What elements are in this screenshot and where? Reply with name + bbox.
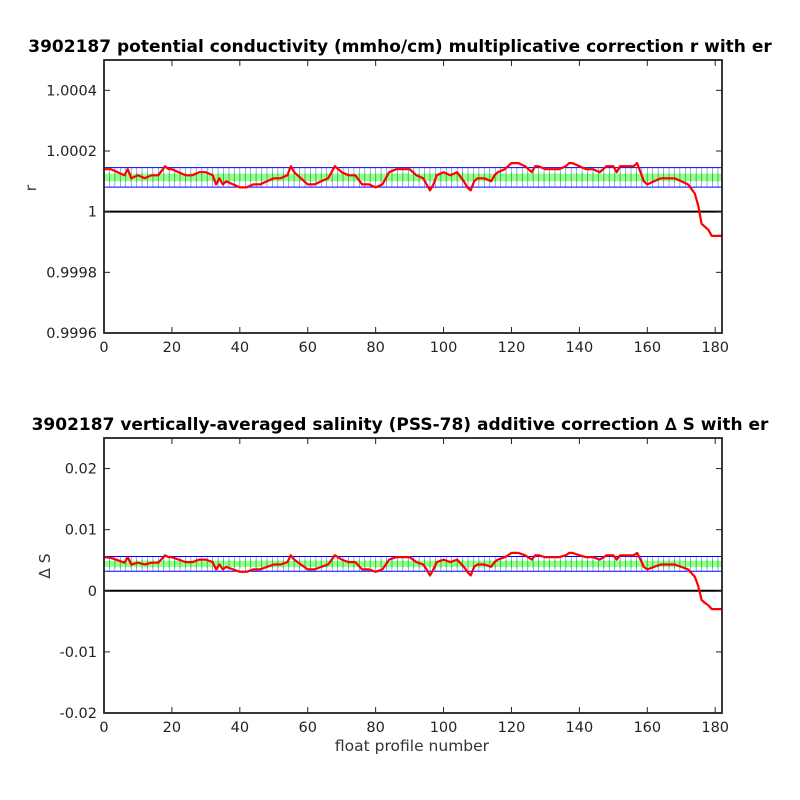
y-tick-label: 0 <box>88 584 97 600</box>
y-tick-label: 1.0002 <box>46 144 97 160</box>
x-tick-label: 80 <box>366 720 384 736</box>
y-tick-label: 1.0004 <box>46 83 97 99</box>
series-line-0 <box>103 551 722 611</box>
y-axis-label-delta-s: ∆ S <box>36 553 54 579</box>
chart-title-conductivity: 3902187 potential conductivity (mmho/cm)… <box>28 37 772 57</box>
x-tick-label: 20 <box>163 720 181 736</box>
plot-area-salinity: 0 20 40 60 80 100 120 140 160 180 -0.02 -0.01 0 0.01 0… <box>59 437 729 736</box>
x-tick-label: 20 <box>163 340 181 356</box>
x-tick-label: 100 <box>430 720 458 736</box>
y-tick-label: 0.02 <box>65 462 97 478</box>
x-tick-label: 60 <box>299 340 317 356</box>
y-tick-label: 0.9996 <box>46 326 97 342</box>
x-tick-label: 40 <box>231 340 249 356</box>
x-tick-label: 100 <box>430 340 458 356</box>
x-tick-label: 60 <box>299 720 317 736</box>
y-tick-label: 1 <box>88 205 97 221</box>
x-tick-label: 120 <box>498 340 526 356</box>
salinity-correction-panel: 3902187 vertically-averaged salinity (PS… <box>32 415 769 755</box>
y-tick-label: -0.01 <box>59 645 97 661</box>
x-tick-label: 0 <box>99 720 108 736</box>
x-tick-label: 160 <box>633 720 661 736</box>
chart-title-salinity: 3902187 vertically-averaged salinity (PS… <box>32 415 769 435</box>
x-tick-label: 120 <box>498 720 526 736</box>
x-tick-label: 180 <box>701 340 729 356</box>
y-tick-label: 0.9998 <box>46 265 97 281</box>
x-tick-label: 80 <box>366 340 384 356</box>
error-band-green-fill <box>104 173 722 182</box>
x-tick-label: 140 <box>566 340 594 356</box>
axes-frame <box>103 59 723 334</box>
y-axis-label-r: r <box>22 184 40 191</box>
x-tick-label: 180 <box>701 720 729 736</box>
axes-frame <box>103 437 723 714</box>
y-tick-label: -0.02 <box>59 706 97 722</box>
plot-area-conductivity: 0 20 40 60 80 100 120 140 160 180 0.9996 0.9998 1 1.0… <box>46 59 729 356</box>
error-band-green-fill <box>104 560 722 567</box>
x-tick-label: 0 <box>99 340 108 356</box>
x-axis-label-profile-number: float profile number <box>335 737 490 755</box>
y-tick-label: 0.01 <box>65 523 97 539</box>
conductivity-correction-panel: 3902187 potential conductivity (mmho/cm)… <box>22 37 772 356</box>
x-tick-label: 140 <box>566 720 594 736</box>
x-tick-label: 40 <box>231 720 249 736</box>
series-line-0 <box>104 162 722 237</box>
x-tick-label: 160 <box>633 340 661 356</box>
